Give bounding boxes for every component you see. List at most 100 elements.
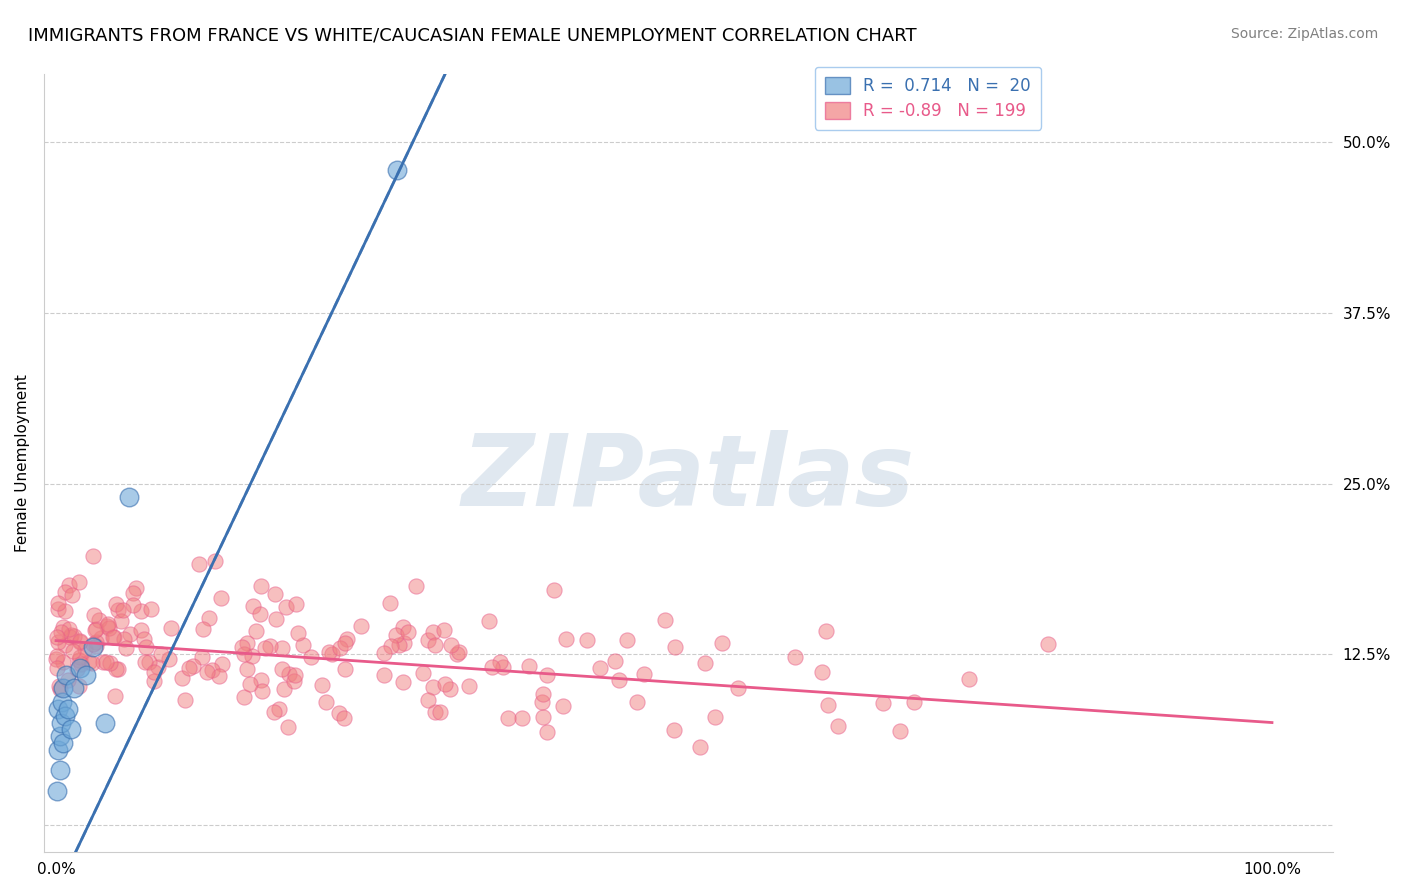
Point	[321, 647, 343, 661]
Point	[263, 705, 285, 719]
Point	[48, 702, 70, 716]
Point	[204, 554, 226, 568]
Point	[82, 638, 104, 652]
Point	[58, 577, 80, 591]
Point	[110, 614, 132, 628]
Point	[122, 586, 145, 600]
Point	[195, 665, 218, 679]
Point	[143, 674, 166, 689]
Point	[422, 681, 444, 695]
Point	[422, 625, 444, 640]
Point	[332, 711, 354, 725]
Point	[82, 549, 104, 563]
Point	[101, 630, 124, 644]
Point	[90, 631, 112, 645]
Point	[264, 612, 287, 626]
Point	[815, 624, 838, 639]
Point	[333, 661, 356, 675]
Point	[69, 661, 91, 675]
Point	[62, 629, 84, 643]
Point	[112, 602, 135, 616]
Point	[91, 655, 114, 669]
Point	[53, 638, 76, 652]
Point	[299, 649, 322, 664]
Text: ZIPatlas: ZIPatlas	[461, 430, 915, 527]
Point	[191, 622, 214, 636]
Point	[118, 490, 141, 504]
Point	[498, 711, 520, 725]
Point	[231, 640, 253, 655]
Point	[664, 723, 686, 738]
Point	[45, 631, 67, 645]
Point	[52, 656, 75, 670]
Point	[75, 667, 97, 681]
Point	[239, 677, 262, 691]
Point	[633, 666, 655, 681]
Point	[373, 668, 395, 682]
Point	[710, 635, 733, 649]
Point	[49, 681, 72, 696]
Point	[328, 641, 350, 656]
Point	[84, 639, 107, 653]
Point	[69, 649, 91, 664]
Point	[52, 736, 75, 750]
Point	[457, 679, 479, 693]
Point	[60, 628, 83, 642]
Point	[53, 708, 76, 723]
Point	[423, 638, 446, 652]
Point	[97, 616, 120, 631]
Point	[121, 598, 143, 612]
Point	[811, 665, 834, 679]
Point	[232, 648, 254, 662]
Point	[488, 655, 510, 669]
Point	[198, 611, 221, 625]
Point	[49, 624, 72, 639]
Point	[727, 681, 749, 695]
Point	[273, 682, 295, 697]
Point	[283, 674, 305, 689]
Point	[170, 672, 193, 686]
Point	[48, 743, 70, 757]
Point	[387, 638, 409, 652]
Point	[242, 599, 264, 613]
Point	[209, 591, 232, 605]
Point	[350, 619, 373, 633]
Point	[142, 665, 165, 680]
Point	[817, 698, 839, 712]
Point	[62, 644, 84, 658]
Point	[328, 706, 350, 720]
Point	[97, 621, 120, 635]
Point	[83, 608, 105, 623]
Point	[530, 695, 553, 709]
Point	[271, 641, 294, 656]
Point	[575, 632, 598, 647]
Point	[66, 662, 89, 676]
Point	[531, 710, 554, 724]
Point	[392, 620, 415, 634]
Point	[46, 784, 69, 798]
Text: Source: ZipAtlas.com: Source: ZipAtlas.com	[1230, 27, 1378, 41]
Point	[73, 641, 96, 656]
Point	[439, 681, 461, 696]
Point	[67, 679, 90, 693]
Point	[536, 725, 558, 739]
Point	[46, 648, 69, 663]
Point	[103, 631, 125, 645]
Point	[603, 654, 626, 668]
Point	[274, 599, 297, 614]
Point	[104, 597, 127, 611]
Point	[77, 655, 100, 669]
Point	[903, 695, 925, 709]
Point	[118, 627, 141, 641]
Point	[89, 614, 111, 628]
Point	[146, 660, 169, 674]
Point	[107, 662, 129, 676]
Point	[703, 709, 725, 723]
Point	[405, 579, 427, 593]
Point	[249, 607, 271, 622]
Point	[287, 626, 309, 640]
Point	[48, 764, 70, 778]
Point	[270, 662, 292, 676]
Point	[433, 676, 456, 690]
Point	[53, 604, 76, 618]
